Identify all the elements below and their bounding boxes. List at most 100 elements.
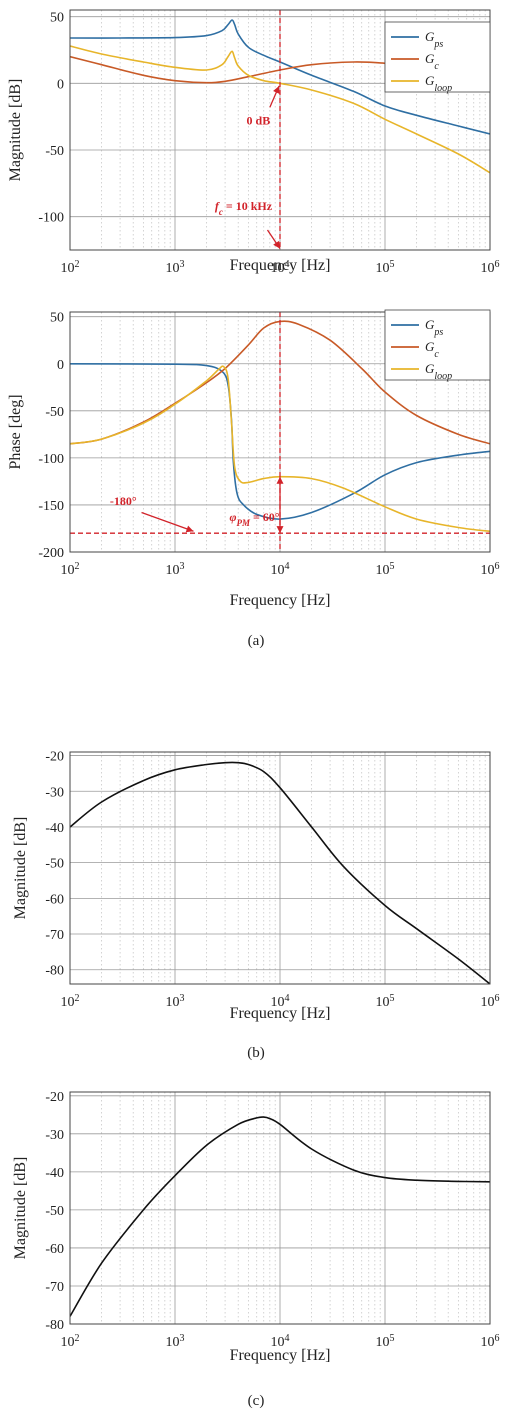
legend-sub: c: [434, 61, 439, 72]
x-tick-base: 10: [481, 1335, 495, 1350]
plot-frame: [69, 751, 491, 985]
annotation-rest: = 60°: [250, 510, 280, 524]
x-tick-base: 10: [376, 563, 390, 578]
x-tick-base: 10: [271, 1335, 285, 1350]
y-tick-label: -20: [45, 1090, 64, 1105]
x-tick-exp: 3: [180, 561, 185, 572]
x-tick-exp: 2: [75, 259, 80, 270]
y-axis-label: Phase [deg]: [7, 394, 24, 469]
x-tick-exp: 3: [180, 1333, 185, 1344]
arrow-shaft: [141, 511, 194, 532]
x-tick-label: 104: [271, 993, 290, 1011]
x-tick-base: 10: [61, 261, 75, 276]
x-tick-base: 10: [376, 995, 390, 1010]
y-tick-label: -150: [38, 499, 64, 514]
x-tick-exp: 6: [495, 993, 500, 1004]
x-tick-label: 102: [61, 993, 80, 1011]
x-tick-label: 103: [166, 1333, 185, 1351]
x-tick-exp: 4: [285, 561, 290, 572]
x-tick-label: 104: [271, 561, 290, 579]
series-group: [70, 761, 490, 984]
series-gc: [70, 320, 490, 445]
x-tick-label: 106: [481, 561, 500, 579]
y-tick-label: -100: [38, 211, 64, 226]
caption: (c): [248, 1393, 265, 1409]
series-gloop: [70, 45, 490, 174]
annotation-rest: = 10 kHz: [223, 199, 273, 213]
caption: (b): [247, 1045, 265, 1061]
legend-sub: c: [434, 349, 439, 360]
x-tick-base: 10: [376, 1335, 390, 1350]
x-tick-label: 104: [271, 1333, 290, 1351]
y-tick-label: 0: [57, 77, 64, 92]
legend-entry-gc: Gc: [425, 51, 439, 72]
x-tick-label: 105: [376, 1333, 395, 1351]
y-tick-label: -30: [45, 1128, 64, 1143]
y-tick-label: -40: [45, 1166, 64, 1181]
legend-entry-gc: Gc: [425, 339, 439, 360]
arrow-head: [276, 526, 284, 534]
x-axis-label: Frequency [Hz]: [230, 257, 331, 274]
y-tick-label: -100: [38, 452, 64, 467]
y-tick-label: -20: [45, 750, 64, 765]
x-tick-exp: 6: [495, 1333, 500, 1344]
x-tick-exp: 2: [75, 1333, 80, 1344]
y-tick-label: -50: [45, 1204, 64, 1219]
series-gloop: [70, 365, 490, 533]
x-tick-label: 104: [271, 259, 290, 277]
x-tick-label: 105: [376, 561, 395, 579]
arrow-head: [185, 525, 194, 533]
y-tick-label: -60: [45, 1242, 64, 1257]
x-tick-label: 106: [481, 259, 500, 277]
series-c: [70, 1116, 490, 1317]
x-tick-label: 102: [61, 561, 80, 579]
y-tick-label: -50: [45, 144, 64, 159]
annotation-sub: c: [219, 207, 223, 217]
legend-base: G: [425, 29, 435, 44]
y-tick-label: -200: [38, 546, 64, 561]
legend-base: G: [425, 339, 435, 354]
arrow-head: [273, 240, 280, 249]
y-tick-label: 0: [57, 358, 64, 373]
x-tick-base: 10: [61, 1335, 75, 1350]
chart-b: 102 103 104 105 106-20-30-40-50-60-70-80Freq…: [12, 750, 500, 1022]
x-tick-exp: 6: [495, 561, 500, 572]
y-tick-label: -80: [45, 1318, 64, 1333]
arrow-head: [276, 476, 284, 484]
y-tick-label: -40: [45, 821, 64, 836]
x-tick-exp: 4: [285, 259, 290, 270]
x-tick-exp: 3: [180, 259, 185, 270]
x-tick-base: 10: [376, 261, 390, 276]
plot-frame: [69, 311, 491, 553]
legend-sub: ps: [433, 327, 443, 338]
annotation-base: f: [215, 199, 220, 213]
x-tick-exp: 2: [75, 993, 80, 1004]
series-group: [70, 1116, 490, 1317]
arrow-head: [273, 86, 280, 94]
y-tick-label: -30: [45, 785, 64, 800]
legend-sub: loop: [434, 371, 452, 382]
plot-frame: [69, 9, 491, 251]
x-tick-label: 105: [376, 259, 395, 277]
x-tick-exp: 5: [390, 1333, 395, 1344]
series-b: [70, 761, 490, 984]
x-tick-base: 10: [166, 1335, 180, 1350]
y-tick-label: 50: [50, 311, 64, 326]
annotation-sub: PM: [236, 518, 250, 528]
plot-frame: [69, 1091, 491, 1325]
legend-sub: loop: [434, 83, 452, 94]
legend-entry-gloop: Gloop: [425, 361, 452, 382]
y-axis-label: Magnitude [dB]: [12, 817, 29, 920]
x-axis-label: Frequency [Hz]: [230, 1005, 331, 1022]
legend-base: G: [425, 73, 435, 88]
x-tick-base: 10: [61, 995, 75, 1010]
x-tick-exp: 4: [285, 993, 290, 1004]
x-tick-base: 10: [166, 995, 180, 1010]
x-axis-label: Frequency [Hz]: [230, 1347, 331, 1364]
x-tick-base: 10: [166, 261, 180, 276]
x-axis-label: Frequency [Hz]: [230, 592, 331, 609]
x-tick-label: 105: [376, 993, 395, 1011]
annotation: φPM = 60°: [229, 510, 279, 528]
